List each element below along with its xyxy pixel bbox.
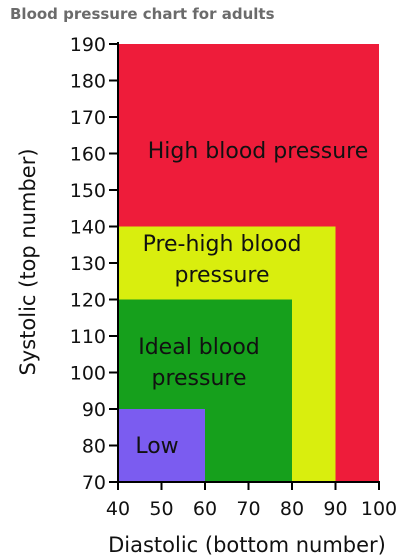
x-tick-label-40: 40 bbox=[106, 498, 130, 520]
x-tick-label-70: 70 bbox=[236, 498, 260, 520]
x-tick-label-60: 60 bbox=[193, 498, 217, 520]
y-tick-label-90: 90 bbox=[82, 399, 106, 421]
y-tick-label-150: 150 bbox=[70, 180, 106, 202]
axes-layer: 70 80 90 100 110 120 130 140 150 160 170 180 190 40 50… bbox=[70, 34, 397, 520]
x-tick-label-80: 80 bbox=[280, 498, 304, 520]
y-tick-label-100: 100 bbox=[70, 363, 106, 385]
y-tick-label-70: 70 bbox=[82, 472, 106, 494]
x-tick-label-100: 100 bbox=[361, 498, 397, 520]
y-tick-label-180: 180 bbox=[70, 71, 106, 93]
zone-low bbox=[118, 409, 205, 482]
y-tick-label-110: 110 bbox=[70, 326, 106, 348]
zone-label-low: Low bbox=[135, 434, 178, 459]
x-tick-label-50: 50 bbox=[149, 498, 173, 520]
y-tick-label-130: 130 bbox=[70, 253, 106, 275]
page-title: Blood pressure chart for adults bbox=[10, 5, 275, 23]
y-tick-label-160: 160 bbox=[70, 144, 106, 166]
zone-labels-layer: High blood pressure Pre-high blood pressur… bbox=[135, 139, 368, 459]
zone-label-pre-high-blood-pressure: Pre-high blood pressure bbox=[143, 232, 302, 288]
x-axis-title: Diastolic (bottom number) bbox=[108, 533, 386, 557]
y-axis-title: Systolic (top number) bbox=[16, 148, 40, 375]
y-tick-label-170: 170 bbox=[70, 107, 106, 129]
zone-label-ideal-blood-pressure: Ideal blood pressure bbox=[138, 335, 260, 391]
y-tick-label-140: 140 bbox=[70, 217, 106, 239]
x-tick-label-90: 90 bbox=[323, 498, 347, 520]
y-tick-label-190: 190 bbox=[70, 34, 106, 56]
y-tick-label-120: 120 bbox=[70, 290, 106, 312]
zone-label-high-blood-pressure: High blood pressure bbox=[148, 139, 369, 164]
zones-layer bbox=[118, 44, 379, 482]
y-tick-label-80: 80 bbox=[82, 436, 106, 458]
